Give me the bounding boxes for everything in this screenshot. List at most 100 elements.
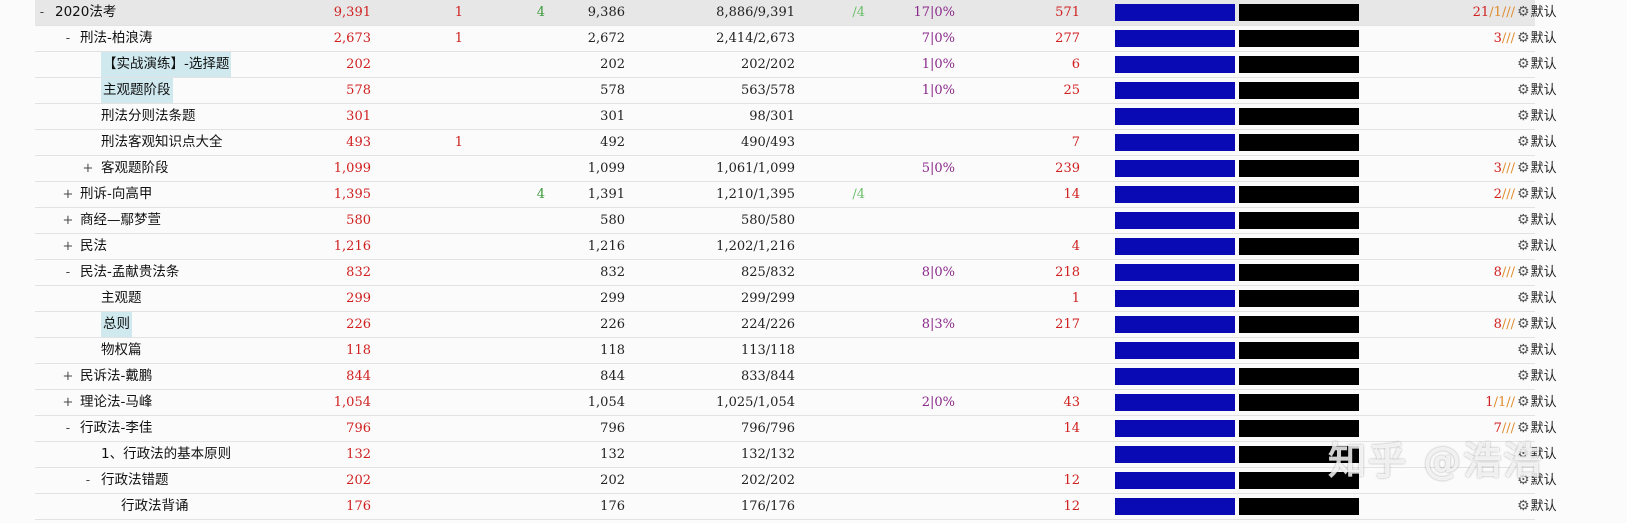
deck-row[interactable]: + 商经—鄢梦萱 580 580 580/580 ⚙默认 [35,208,1557,234]
expand-toggle[interactable] [81,78,95,103]
deck-name[interactable]: 商经—鄢梦萱 [80,212,161,228]
deck-name[interactable]: 总则 [101,312,132,337]
deck-row[interactable]: - 刑法-柏浪涛 2,673 1 2,672 2,414/2,673 7|0% 277 3///… [35,26,1557,52]
options-preset[interactable]: ⚙默认 [1517,26,1577,51]
options-preset[interactable]: ⚙默认 [1517,78,1577,103]
gear-icon[interactable]: ⚙ [1517,212,1530,228]
gear-icon[interactable]: ⚙ [1517,4,1530,20]
deck-row[interactable]: + 客观题阶段 1,099 1,099 1,061/1,099 5|0% 239 3///⚙默… [35,156,1557,182]
options-preset[interactable]: ⚙默认 [1517,442,1577,467]
options-preset[interactable]: ⚙默认 [1517,104,1577,129]
expand-toggle[interactable] [81,286,95,311]
expand-toggle[interactable]: - [39,5,45,20]
expand-toggle[interactable]: - [65,265,71,280]
options-preset[interactable]: ⚙默认 [1517,208,1577,233]
options-preset[interactable]: ⚙默认 [1517,468,1577,493]
options-preset[interactable]: ⚙默认 [1517,52,1577,77]
deck-row[interactable]: - 民法-孟献贵法条 832 832 825/832 8|0% 218 8///⚙默认 [35,260,1557,286]
deck-row[interactable]: 物权篇 118 118 113/118 ⚙默认 [35,338,1557,364]
deck-row[interactable]: + 理论法-马峰 1,054 1,054 1,025/1,054 2|0% 43 1/1//⚙… [35,390,1557,416]
options-preset[interactable]: ⚙默认 [1517,0,1577,25]
expand-toggle[interactable] [81,104,95,129]
gear-icon[interactable]: ⚙ [1517,472,1530,488]
gear-icon[interactable]: ⚙ [1517,290,1530,306]
deck-row[interactable]: + 民诉法-戴鹏 844 844 833/844 ⚙默认 [35,364,1557,390]
deck-name[interactable]: 刑法-柏浪涛 [80,30,153,46]
gear-icon[interactable]: ⚙ [1517,420,1530,436]
deck-row[interactable]: 1、行政法的基本原则 132 132 132/132 ⚙默认 [35,442,1557,468]
deck-name[interactable]: 行政法错题 [101,472,169,488]
expand-toggle[interactable] [81,312,95,337]
deck-row[interactable]: 总则 226 226 224/226 8|3% 217 8///⚙默认 [35,312,1557,338]
deck-name[interactable]: 民法-孟献贵法条 [80,264,180,280]
expand-toggle[interactable]: - [65,31,71,46]
deck-name[interactable]: 客观题阶段 [101,160,169,176]
deck-name[interactable]: 主观题 [101,290,142,306]
options-preset[interactable]: ⚙默认 [1517,338,1577,363]
gear-icon[interactable]: ⚙ [1517,160,1530,176]
expand-toggle[interactable]: + [82,161,94,176]
deck-name[interactable]: 理论法-马峰 [80,394,153,410]
gear-icon[interactable]: ⚙ [1517,134,1530,150]
deck-row[interactable]: -2020法考 9,391 1 4 9,386 8,886/9,391/4 17|0% 571… [35,0,1557,26]
deck-name[interactable]: 刑法分则法条题 [101,108,196,124]
gear-icon[interactable]: ⚙ [1517,186,1530,202]
deck-row[interactable]: 主观题 299 299 299/299 1 ⚙默认 [35,286,1557,312]
gear-icon[interactable]: ⚙ [1517,30,1530,46]
deck-name[interactable]: 2020法考 [55,4,117,20]
deck-name[interactable]: 主观题阶段 [101,78,173,103]
deck-row[interactable]: + 民法 1,216 1,216 1,202/1,216 4 ⚙默认 [35,234,1557,260]
expand-toggle[interactable]: + [62,395,74,410]
gear-icon[interactable]: ⚙ [1517,498,1530,514]
gear-icon[interactable]: ⚙ [1517,108,1530,124]
options-preset[interactable]: ⚙默认 [1517,390,1577,415]
deck-row[interactable]: 刑法客观知识点大全 493 1 492 490/493 7 ⚙默认 [35,130,1557,156]
options-preset[interactable]: ⚙默认 [1517,156,1577,181]
deck-name[interactable]: 行政法-李佳 [80,420,153,436]
expand-toggle[interactable]: - [85,473,91,488]
expand-toggle[interactable]: - [65,421,71,436]
expand-toggle[interactable] [101,494,115,519]
deck-name[interactable]: 民诉法-戴鹏 [80,368,153,384]
deck-row[interactable]: - 行政法错题 202 202 202/202 12 ⚙默认 [35,468,1557,494]
options-preset[interactable]: ⚙默认 [1517,494,1577,519]
deck-name[interactable]: 刑法客观知识点大全 [101,134,223,150]
gear-icon[interactable]: ⚙ [1517,446,1530,462]
expand-toggle[interactable]: + [62,213,74,228]
deck-row[interactable]: - 行政法-李佳 796 796 796/796 14 7///⚙默认 [35,416,1557,442]
options-preset[interactable]: ⚙默认 [1517,130,1577,155]
expand-toggle[interactable]: + [62,369,74,384]
deck-name[interactable]: 1、行政法的基本原则 [101,446,232,462]
gear-icon[interactable]: ⚙ [1517,394,1530,410]
expand-toggle[interactable] [81,130,95,155]
options-preset[interactable]: ⚙默认 [1517,364,1577,389]
gear-icon[interactable]: ⚙ [1517,56,1530,72]
options-preset[interactable]: ⚙默认 [1517,286,1577,311]
deck-name[interactable]: 行政法背诵 [121,498,189,514]
expand-toggle[interactable]: + [62,239,74,254]
expand-toggle[interactable] [81,52,95,77]
deck-row[interactable]: 行政法背诵 176 176 176/176 12 ⚙默认 [35,494,1557,520]
gear-icon[interactable]: ⚙ [1517,368,1530,384]
gear-icon[interactable]: ⚙ [1517,238,1530,254]
deck-name[interactable]: 刑诉-向高甲 [80,186,153,202]
expand-toggle[interactable] [81,442,95,467]
gear-icon[interactable]: ⚙ [1517,264,1530,280]
deck-row[interactable]: 【实战演练】-选择题 202 202 202/202 1|0% 6 ⚙默认 [35,52,1557,78]
options-preset[interactable]: ⚙默认 [1517,182,1577,207]
options-preset[interactable]: ⚙默认 [1517,312,1577,337]
options-preset[interactable]: ⚙默认 [1517,260,1577,285]
expand-toggle[interactable]: + [62,187,74,202]
gear-icon[interactable]: ⚙ [1517,316,1530,332]
gear-icon[interactable]: ⚙ [1517,342,1530,358]
gear-icon[interactable]: ⚙ [1517,82,1530,98]
deck-name[interactable]: 物权篇 [101,342,142,358]
options-preset[interactable]: ⚙默认 [1517,416,1577,441]
deck-row[interactable]: + 刑诉-向高甲 1,395 4 1,391 1,210/1,395/4 14 2///⚙默认 [35,182,1557,208]
expand-toggle[interactable] [81,338,95,363]
deck-name[interactable]: 【实战演练】-选择题 [101,52,232,77]
deck-row[interactable]: 主观题阶段 578 578 563/578 1|0% 25 ⚙默认 [35,78,1557,104]
deck-name[interactable]: 民法 [80,238,107,254]
options-preset[interactable]: ⚙默认 [1517,234,1577,259]
deck-row[interactable]: 刑法分则法条题 301 301 98/301 ⚙默认 [35,104,1557,130]
